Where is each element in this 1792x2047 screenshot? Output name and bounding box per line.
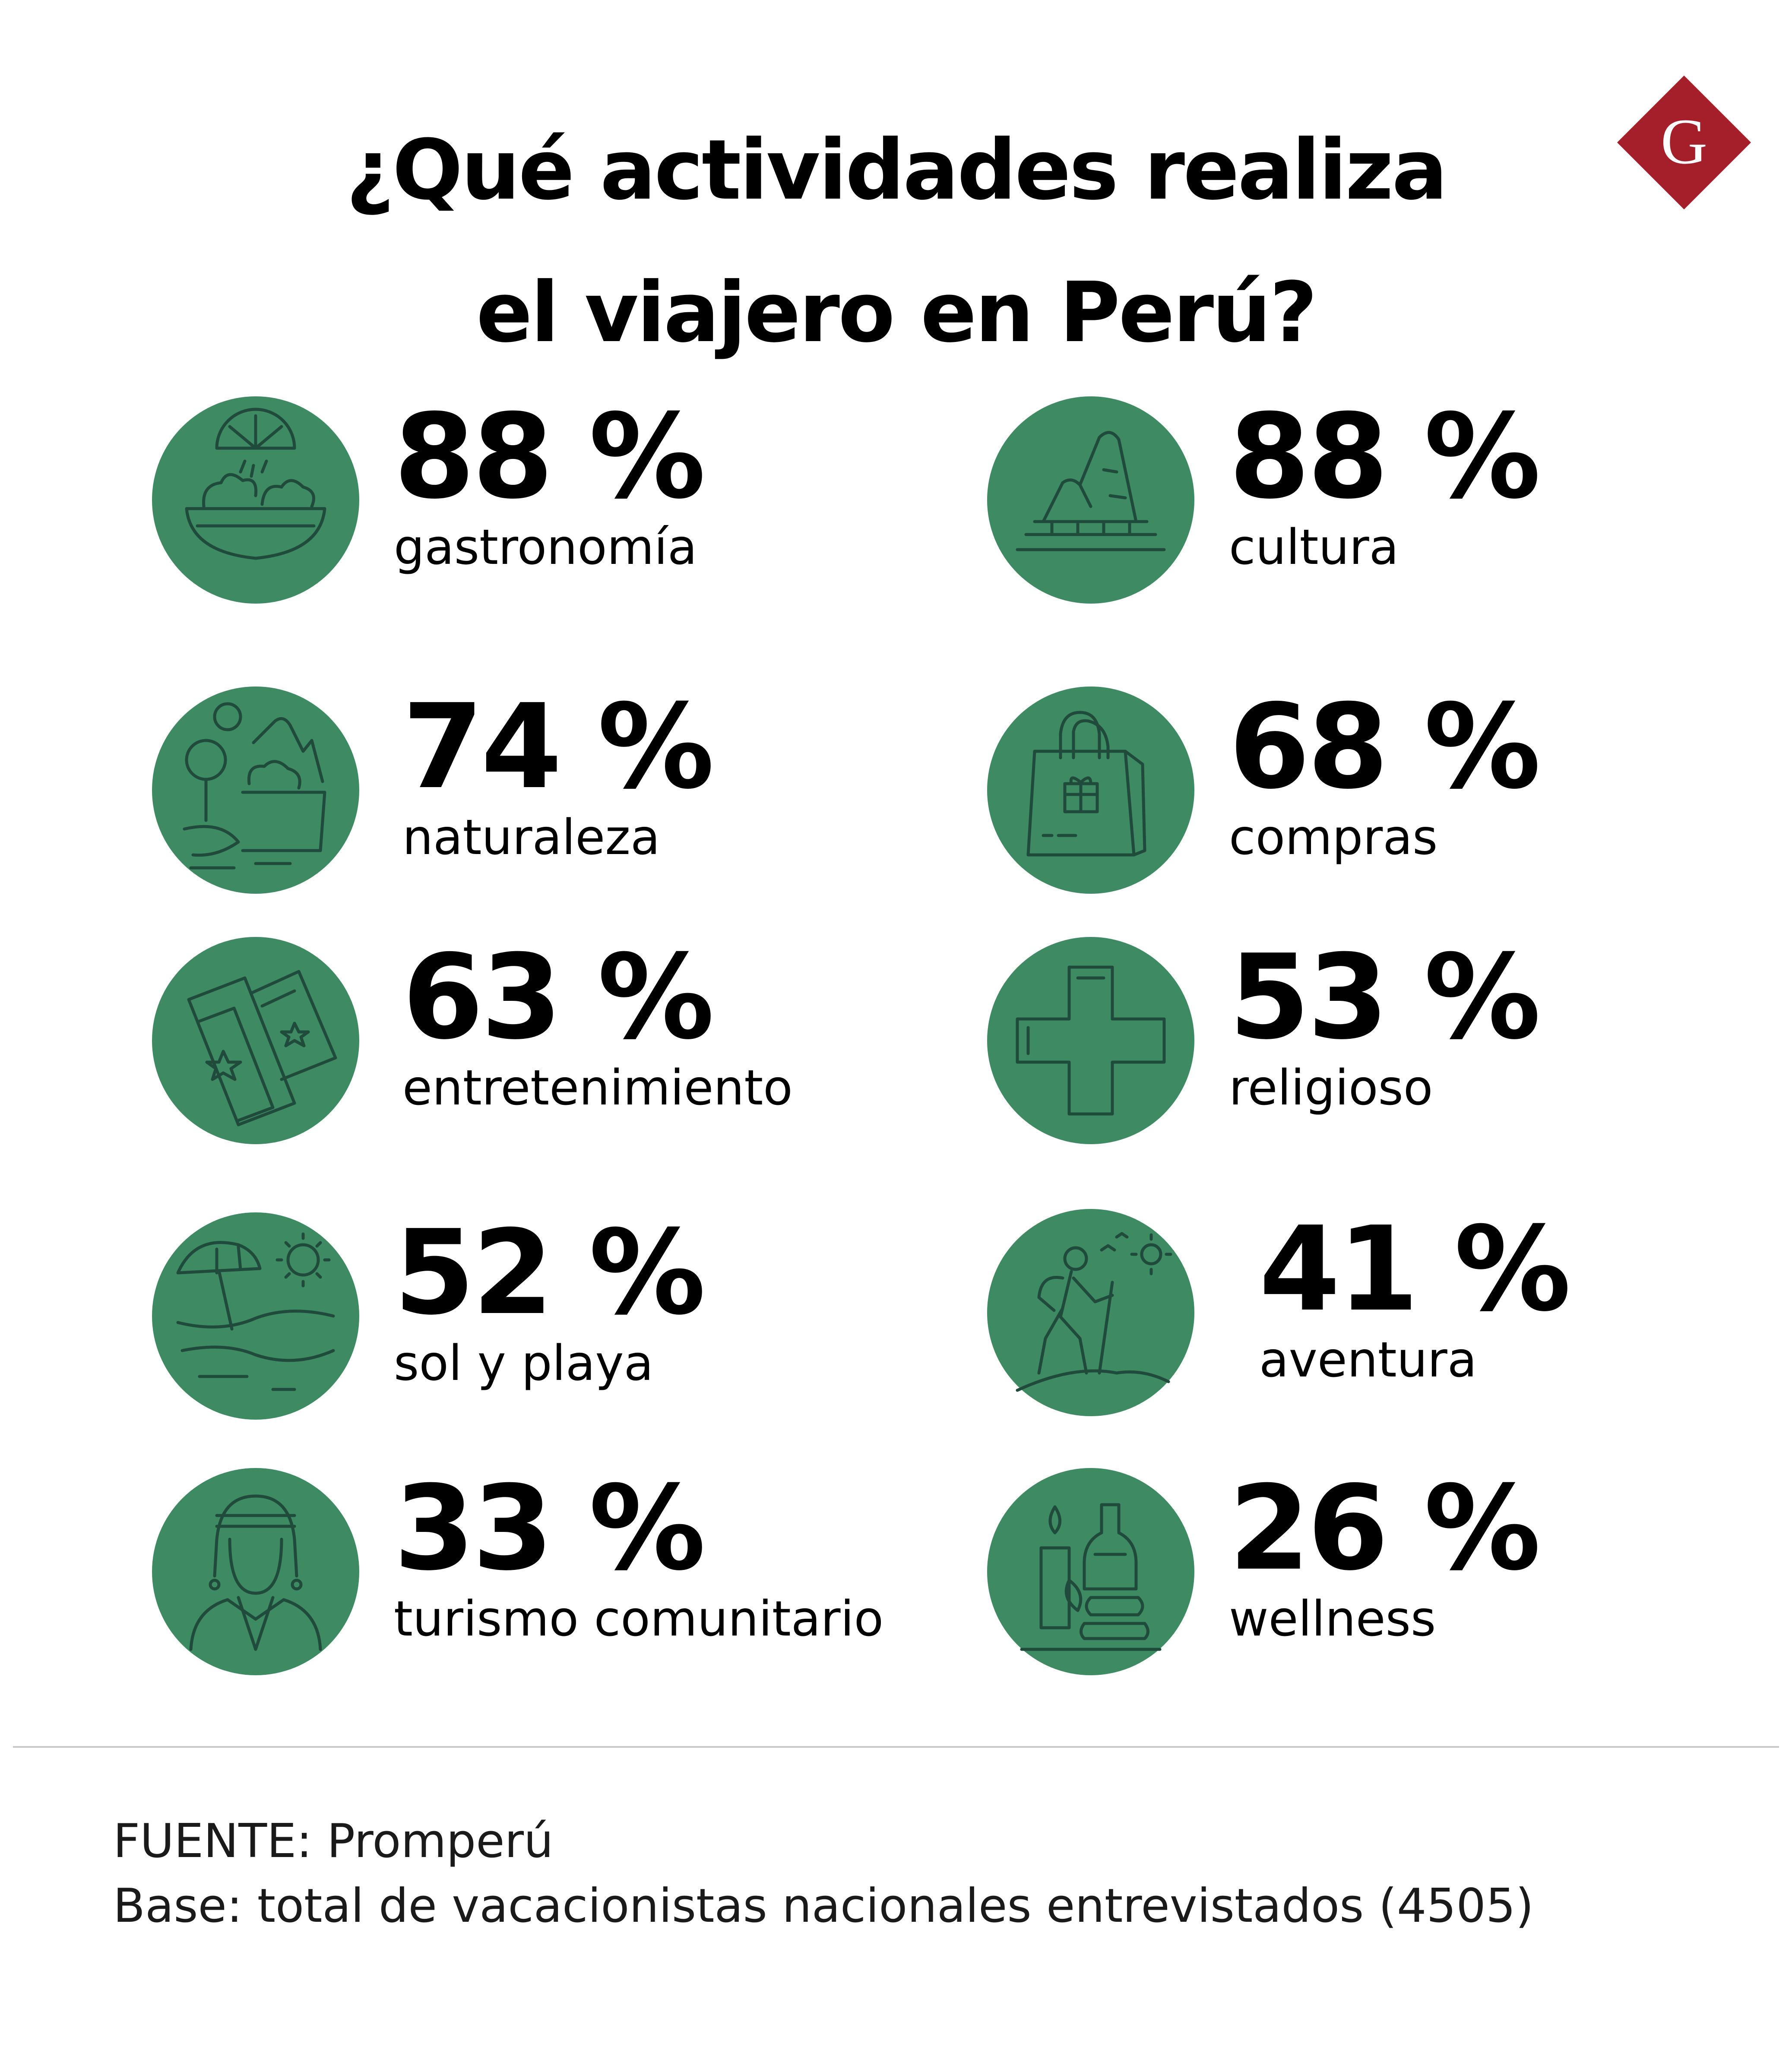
activity-label: entretenimiento: [402, 1060, 793, 1116]
percentage-value: 88 %: [1229, 389, 1541, 525]
activity-label: naturaleza: [402, 810, 660, 866]
beach-umbrella-icon: [176, 1232, 335, 1391]
hiker-icon: [1016, 1232, 1172, 1392]
activity-item-turismo-comunitario: 33 % turismo comunitario: [152, 1464, 1016, 1675]
icon-circle: [152, 937, 359, 1144]
percentage-value: 68 %: [1229, 679, 1541, 815]
percentage-value: 52 %: [394, 1205, 706, 1341]
source-note: FUENTE: Promperú: [113, 1814, 554, 1868]
footer-divider: [13, 1746, 1779, 1748]
activity-label: aventura: [1259, 1332, 1477, 1388]
food-bowl-icon: [185, 408, 326, 560]
andean-person-icon: [189, 1494, 322, 1651]
icon-circle: [152, 396, 359, 604]
icon-circle: [987, 1468, 1194, 1675]
percentage-value: 33 %: [394, 1460, 706, 1596]
activity-label: religioso: [1229, 1060, 1433, 1116]
percentage-value: 26 %: [1229, 1460, 1541, 1596]
activity-item-naturaleza: 74 % naturaleza: [152, 682, 1016, 894]
percentage-value: 53 %: [1229, 929, 1541, 1065]
icon-circle: [152, 1468, 359, 1675]
brand-logo-letter: G: [1661, 106, 1707, 177]
tickets-icon: [187, 970, 337, 1126]
percentage-value: 88 %: [394, 389, 706, 525]
activity-item-compras: 68 % compras: [987, 682, 1792, 894]
title-line-1: ¿Qué actividades realiza: [346, 122, 1447, 218]
activity-item-cultura: 88 % cultura: [987, 392, 1792, 604]
icon-circle: [152, 1212, 359, 1420]
percentage-value: 41 %: [1259, 1201, 1571, 1337]
activity-item-gastronomia: 88 % gastronomía: [152, 392, 1016, 604]
base-note: Base: total de vacacionistas nacionales …: [113, 1879, 1534, 1933]
icon-circle: [987, 687, 1194, 894]
title-line-2: el viajero en Perú?: [476, 265, 1317, 361]
icon-circle: [987, 937, 1194, 1144]
spa-candle-icon: [1020, 1503, 1162, 1651]
machu-picchu-icon: [1016, 431, 1166, 551]
activity-label: gastronomía: [394, 519, 697, 576]
brand-logo-icon: G: [1617, 76, 1751, 209]
activity-label: compras: [1229, 810, 1438, 866]
cross-icon: [1016, 965, 1166, 1116]
icon-circle: [152, 687, 359, 894]
percentage-value: 74 %: [402, 679, 714, 815]
activity-item-sol-y-playa: 52 % sol y playa: [152, 1208, 1016, 1420]
shopping-bag-icon: [1026, 711, 1146, 857]
nature-landscape-icon: [183, 702, 326, 870]
page-title: ¿Qué actividades realiza el viajero en P…: [0, 99, 1792, 384]
activity-item-entretenimiento: 63 % entretenimiento: [152, 933, 1016, 1144]
activity-label: turismo comunitario: [394, 1591, 884, 1647]
activity-item-wellness: 26 % wellness: [987, 1464, 1792, 1675]
activity-label: sol y playa: [394, 1335, 654, 1392]
percentage-value: 63 %: [402, 929, 714, 1065]
activity-item-religioso: 53 % religioso: [987, 933, 1792, 1144]
footer-notes: FUENTE: Promperú Base: total de vacacion…: [113, 1809, 1534, 1939]
activity-item-aventura: 41 % aventura: [987, 1205, 1792, 1416]
activity-label: cultura: [1229, 519, 1399, 576]
activity-label: wellness: [1229, 1591, 1436, 1647]
icon-circle: [987, 1209, 1194, 1416]
icon-circle: [987, 396, 1194, 604]
